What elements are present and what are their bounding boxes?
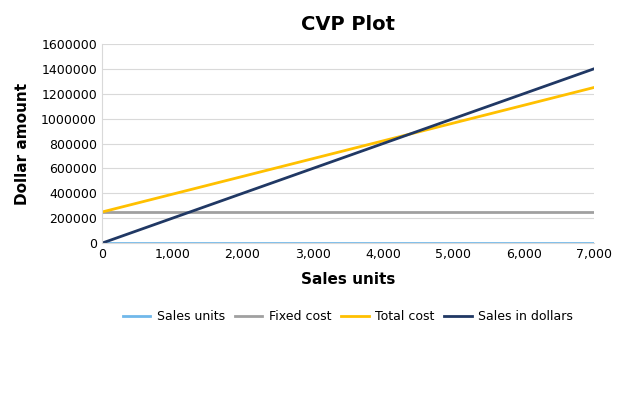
Fixed cost <box>450 210 457 215</box>
Sales units <box>239 241 246 246</box>
Total cost <box>450 121 457 126</box>
Sales units <box>520 241 527 246</box>
Sales in dollars <box>450 116 457 121</box>
Line: Total cost: Total cost <box>102 87 594 212</box>
Total cost <box>169 192 176 197</box>
Sales in dollars <box>98 241 105 246</box>
Fixed cost <box>98 210 105 215</box>
Legend: Sales units, Fixed cost, Total cost, Sales in dollars: Sales units, Fixed cost, Total cost, Sal… <box>118 305 578 328</box>
Fixed cost <box>520 210 527 215</box>
Line: Sales in dollars: Sales in dollars <box>102 69 594 243</box>
Total cost <box>239 174 246 179</box>
Sales in dollars <box>309 166 317 171</box>
Total cost <box>309 156 317 161</box>
Sales units <box>450 241 457 246</box>
Fixed cost <box>379 210 387 215</box>
Total cost <box>379 138 387 143</box>
Total cost <box>520 103 527 108</box>
Fixed cost <box>169 210 176 215</box>
Sales in dollars <box>169 216 176 221</box>
X-axis label: Sales units: Sales units <box>301 272 395 287</box>
Sales units <box>379 241 387 246</box>
Sales in dollars <box>239 191 246 196</box>
Sales in dollars <box>379 141 387 146</box>
Fixed cost <box>309 210 317 215</box>
Sales in dollars <box>520 91 527 96</box>
Sales units <box>590 241 598 246</box>
Y-axis label: Dollar amount: Dollar amount <box>15 82 30 205</box>
Total cost <box>98 210 105 215</box>
Fixed cost <box>239 210 246 215</box>
Total cost <box>590 85 598 90</box>
Fixed cost <box>590 210 598 215</box>
Sales in dollars <box>590 66 598 71</box>
Title: CVP Plot: CVP Plot <box>301 15 395 34</box>
Sales units <box>169 241 176 246</box>
Sales units <box>309 241 317 246</box>
Sales units <box>98 241 105 246</box>
